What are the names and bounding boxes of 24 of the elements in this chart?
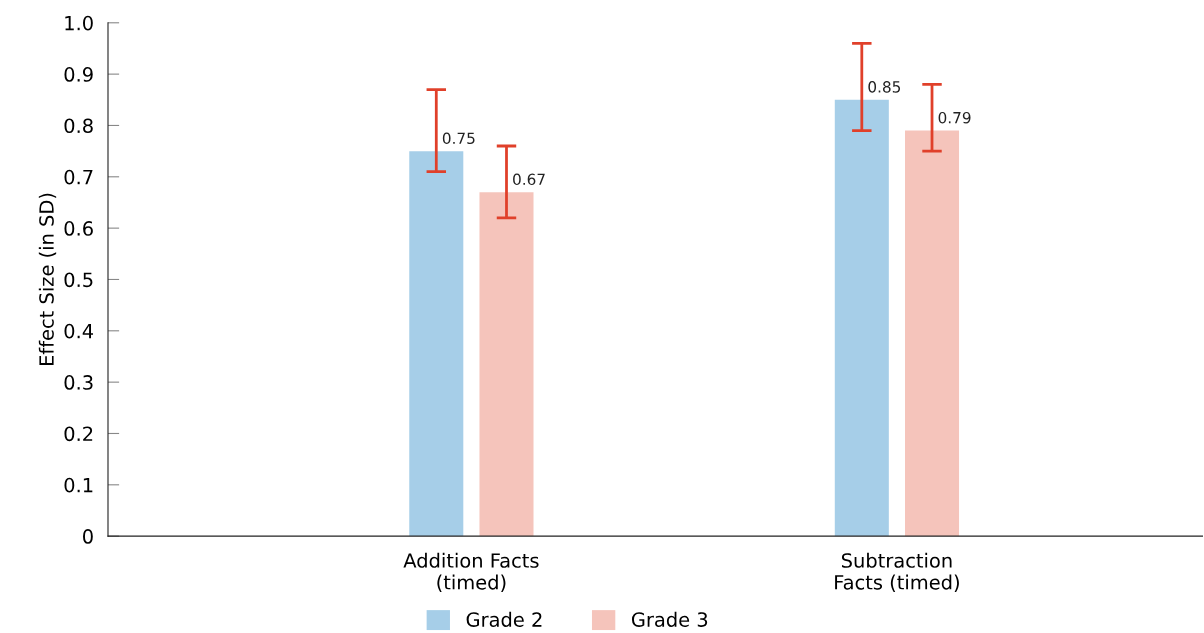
data-label: 0.67 bbox=[513, 173, 545, 186]
y-tick-label: 0.5 bbox=[64, 272, 93, 288]
bar bbox=[479, 192, 534, 537]
data-label: 0.75 bbox=[442, 132, 475, 144]
y-tick-label: 0.4 bbox=[64, 323, 94, 339]
y-tick-label: 0.2 bbox=[64, 426, 93, 442]
x-tick-label: Subtraction Facts (timed) bbox=[835, 552, 959, 592]
legend-label: Grade 3 bbox=[631, 611, 708, 627]
bar bbox=[834, 99, 889, 537]
y-tick-label: 0 bbox=[83, 529, 93, 544]
y-tick-label: 0.6 bbox=[64, 221, 93, 236]
bar bbox=[905, 130, 960, 537]
y-axis-title: Effect Size (in SD) bbox=[38, 193, 57, 366]
data-label: 0.79 bbox=[938, 111, 971, 124]
y-tick-label: 0.1 bbox=[64, 477, 93, 493]
y-tick-label: 0.8 bbox=[64, 118, 93, 134]
x-tick-label: Addition Facts (timed) bbox=[403, 552, 539, 592]
y-tick-label: 0.9 bbox=[64, 67, 93, 82]
bar bbox=[409, 151, 464, 537]
legend-label: Grade 2 bbox=[466, 611, 542, 627]
data-label: 0.85 bbox=[868, 81, 901, 93]
y-tick-label: 1.0 bbox=[65, 15, 93, 31]
y-tick-label: 0.7 bbox=[64, 169, 93, 185]
y-tick-label: 0.3 bbox=[64, 375, 93, 390]
